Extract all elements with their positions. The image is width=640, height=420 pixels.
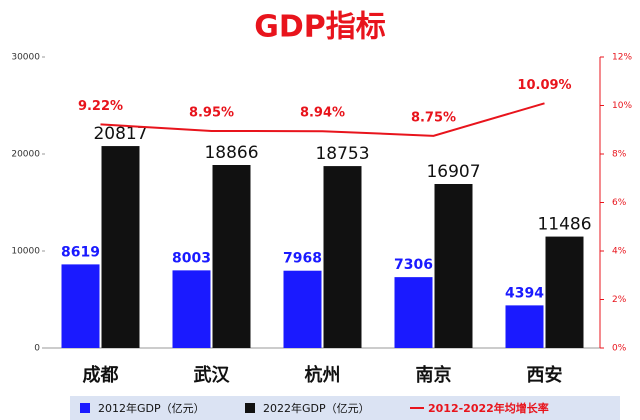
- y2-tick-label: 10%: [612, 101, 632, 111]
- line-value-label: 8.94%: [300, 106, 345, 121]
- bar-value-label: 7306: [394, 257, 433, 273]
- y2-tick-label: 4%: [612, 247, 627, 257]
- legend-label: 2022年GDP（亿元）: [263, 401, 370, 415]
- line-value-label: 8.75%: [411, 110, 456, 125]
- bar: [434, 184, 473, 348]
- bar: [101, 146, 140, 348]
- bar: [172, 270, 211, 348]
- y2-tick-label: 8%: [612, 150, 627, 160]
- x-tick-label: 杭州: [305, 364, 341, 386]
- y-tick-label: 10000: [11, 247, 40, 257]
- bar: [61, 264, 100, 348]
- line: [100, 102, 545, 137]
- bar-value-label: 20817: [93, 124, 147, 144]
- y-tick-label: 0: [34, 344, 40, 354]
- bar: [323, 166, 362, 348]
- x-tick-label: 成都: [83, 364, 119, 386]
- bar-value-label: 7968: [283, 251, 322, 267]
- y2-tick-label: 2%: [612, 295, 627, 305]
- legend-swatch: [80, 403, 90, 413]
- x-tick-label: 武汉: [194, 365, 231, 386]
- line-value-label: 9.22%: [78, 99, 123, 114]
- bar-value-label: 16907: [426, 162, 480, 182]
- bar-value-label: 8619: [61, 244, 100, 260]
- bar: [505, 305, 544, 348]
- legend-label: 2012年GDP（亿元）: [98, 401, 205, 415]
- bar-value-label: 18753: [315, 144, 369, 164]
- x-tick-label: 西安: [527, 364, 563, 386]
- line-value-label: 10.09%: [517, 78, 571, 93]
- bar-value-label: 18866: [204, 143, 258, 163]
- x-tick-label: 南京: [416, 364, 452, 386]
- line-value-label: 8.95%: [189, 105, 234, 120]
- legend-band: [70, 396, 620, 420]
- bar: [545, 236, 584, 348]
- chart-title: GDP指标: [254, 10, 386, 45]
- bar: [394, 277, 433, 348]
- y-tick-label: 20000: [11, 150, 40, 160]
- legend-label: 2012-2022年均增长率: [428, 401, 549, 415]
- y-tick-label: 30000: [11, 53, 40, 63]
- y2-tick-label: 6%: [612, 198, 627, 208]
- y2-tick-label: 0%: [612, 344, 627, 354]
- bar: [283, 270, 322, 348]
- bar-value-label: 8003: [172, 250, 211, 266]
- y2-tick-label: 12%: [612, 53, 632, 63]
- bar-value-label: 4394: [505, 285, 544, 301]
- bar: [212, 164, 251, 348]
- legend-swatch: [245, 403, 255, 413]
- bar-value-label: 11486: [537, 215, 591, 235]
